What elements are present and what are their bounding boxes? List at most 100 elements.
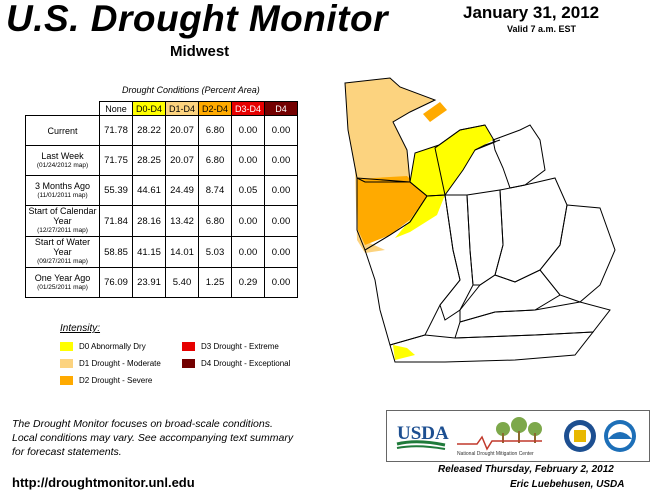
- legend-item-d0: D0 Abnormally Dry: [60, 342, 146, 351]
- table-cell: 0.00: [264, 115, 298, 146]
- d1-region: [345, 78, 435, 253]
- logo-panel: USDA National Drought Mitigation Center: [386, 410, 650, 462]
- legend-item-d4: D4 Drought - Exceptional: [182, 359, 290, 368]
- table-cell: 0.00: [231, 115, 265, 146]
- table-cell: 0.00: [264, 267, 298, 298]
- table-cell: 28.16: [132, 205, 166, 237]
- table-cell: 0.00: [264, 205, 298, 237]
- table-cell: 0.00: [264, 175, 298, 206]
- table-corner: [26, 102, 100, 116]
- legend-item-d2: D2 Drought - Severe: [60, 376, 152, 385]
- table-cell: 71.78: [99, 115, 133, 146]
- legend-label-d0: D0 Abnormally Dry: [79, 342, 146, 351]
- noaa-logo-icon: [604, 420, 636, 452]
- table-cell: 55.39: [99, 175, 133, 206]
- ndmc-logo-text: National Drought Mitigation Center: [457, 451, 534, 457]
- table-row: Start of Calendar Year (12/27/2011 map) 7…: [25, 205, 298, 237]
- table-cell: 20.07: [165, 145, 199, 176]
- table-cell: 6.80: [198, 205, 232, 237]
- row-label-text: One Year Ago: [34, 272, 91, 283]
- legend-label-d3: D3 Drought - Extreme: [201, 342, 279, 351]
- column-header-d2-d4: D2-D4: [198, 101, 232, 116]
- row-label-date: (11/01/2011 map): [37, 191, 88, 199]
- row-label-text: Current: [47, 125, 78, 136]
- table-cell: 58.85: [99, 236, 133, 268]
- d2-region: [357, 102, 447, 245]
- table-cell: 0.00: [231, 236, 265, 268]
- d0-region: [393, 125, 493, 360]
- table-cell: 13.42: [165, 205, 199, 237]
- table-cell: 0.00: [231, 205, 265, 237]
- column-header-d0-d4: D0-D4: [132, 101, 166, 116]
- doc-seal-icon: [564, 420, 596, 452]
- row-label: Current: [25, 115, 100, 146]
- table-cell: 14.01: [165, 236, 199, 268]
- valid-time: Valid 7 a.m. EST: [507, 24, 577, 34]
- row-label-text: Last Week: [41, 150, 84, 161]
- usda-logo: USDA: [396, 423, 449, 450]
- row-label-text: 3 Months Ago: [34, 180, 91, 191]
- legend-label-d1: D1 Drought - Moderate: [79, 359, 161, 368]
- row-label: 3 Months Ago (11/01/2011 map): [25, 175, 100, 206]
- legend-swatch-d3: [182, 342, 195, 351]
- table-cell: 28.25: [132, 145, 166, 176]
- table-caption: Drought Conditions (Percent Area): [122, 85, 260, 95]
- website-link[interactable]: http://droughtmonitor.unl.edu: [12, 475, 195, 490]
- row-label-date: (01/24/2012 map): [36, 161, 89, 169]
- table-cell: 0.29: [231, 267, 265, 298]
- column-header-none: None: [99, 101, 133, 116]
- row-label-date: (09/27/2011 map): [37, 258, 88, 265]
- table-cell: 8.74: [198, 175, 232, 206]
- table-cell: 1.25: [198, 267, 232, 298]
- table-cell: 6.80: [198, 115, 232, 146]
- ndmc-logo: National Drought Mitigation Center: [457, 417, 542, 457]
- footnote-line: The Drought Monitor focuses on broad-sca…: [12, 418, 273, 430]
- drought-conditions-table: None D0-D4 D1-D4 D2-D4 D3-D4 D4 Current …: [25, 101, 298, 298]
- table-cell: 0.00: [264, 145, 298, 176]
- table-cell: 44.61: [132, 175, 166, 206]
- table-cell: 0.05: [231, 175, 265, 206]
- row-label-text: Start of Calendar Year: [28, 206, 97, 226]
- column-header-d3-d4: D3-D4: [231, 101, 265, 116]
- legend-swatch-d4: [182, 359, 195, 368]
- table-cell: 0.00: [231, 145, 265, 176]
- table-cell: 5.40: [165, 267, 199, 298]
- table-cell: 71.75: [99, 145, 133, 176]
- column-header-d1-d4: D1-D4: [165, 101, 199, 116]
- table-row: Current 71.78 28.22 20.07 6.80 0.00 0.00: [25, 115, 298, 146]
- page-title: U.S. Drought Monitor: [6, 0, 388, 39]
- legend-swatch-d2: [60, 376, 73, 385]
- row-label-date: (01/25/2011 map): [37, 283, 88, 291]
- legend-swatch-d1: [60, 359, 73, 368]
- author: Eric Luebehusen, USDA: [510, 479, 625, 490]
- column-header-d4: D4: [264, 101, 298, 116]
- release-date: Released Thursday, February 2, 2012: [438, 464, 614, 475]
- table-row: 3 Months Ago (11/01/2011 map) 55.39 44.61…: [25, 175, 298, 206]
- row-label: Start of Water Year (09/27/2011 map): [25, 236, 100, 268]
- table-cell: 20.07: [165, 115, 199, 146]
- legend-label-d4: D4 Drought - Exceptional: [201, 359, 291, 368]
- table-cell: 5.03: [198, 236, 232, 268]
- legend-swatch-d0: [60, 342, 73, 351]
- row-label-text: Start of Water Year: [34, 237, 91, 257]
- row-label: Last Week (01/24/2012 map): [25, 145, 100, 176]
- legend-title: Intensity:: [60, 323, 101, 334]
- usda-logo-text: USDA: [397, 423, 449, 444]
- table-cell: 23.91: [132, 267, 166, 298]
- table-row: Last Week (01/24/2012 map) 71.75 28.25 20…: [25, 145, 298, 176]
- table-cell: 28.22: [132, 115, 166, 146]
- map-date: January 31, 2012: [463, 3, 600, 22]
- table-cell: 6.80: [198, 145, 232, 176]
- table-cell: 76.09: [99, 267, 133, 298]
- row-label: Start of Calendar Year (12/27/2011 map): [25, 205, 100, 237]
- row-label-date: (12/27/2011 map): [37, 227, 88, 234]
- table-header-row: None D0-D4 D1-D4 D2-D4 D3-D4 D4: [26, 101, 298, 116]
- partner-logos: USDA National Drought Mitigation Center: [396, 417, 636, 457]
- region-name: Midwest: [170, 43, 230, 60]
- table-cell: 0.00: [264, 236, 298, 268]
- legend-label-d2: D2 Drought - Severe: [79, 376, 153, 385]
- table-row: One Year Ago (01/25/2011 map) 76.09 23.91…: [25, 267, 298, 298]
- legend-item-d1: D1 Drought - Moderate: [60, 359, 161, 368]
- table-cell: 24.49: [165, 175, 199, 206]
- state-boundaries: [344, 77, 616, 363]
